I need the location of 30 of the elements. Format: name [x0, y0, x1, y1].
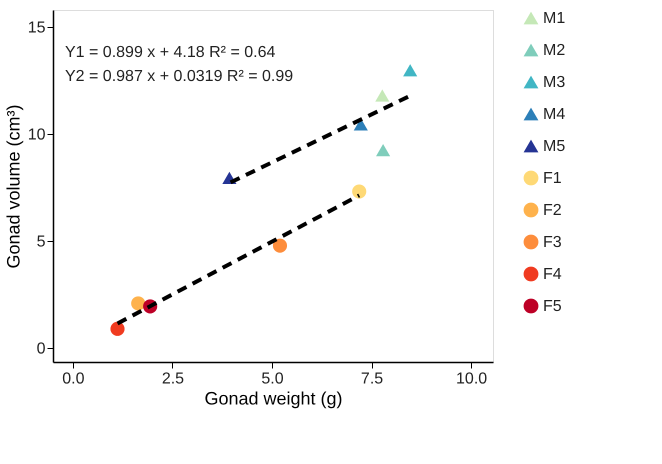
legend-label: M5	[543, 138, 566, 155]
x-tick-label: 0.0	[62, 370, 85, 388]
legend-label: F2	[543, 202, 562, 219]
legend-label: F4	[543, 266, 562, 283]
point	[375, 89, 390, 102]
legend-label: F3	[543, 234, 562, 251]
point	[131, 296, 146, 310]
legend-label: M1	[543, 10, 566, 27]
annotation: Y1 = 0.899 x + 4.18 R² = 0.64	[65, 44, 276, 61]
annotation: Y2 = 0.987 x + 0.0319 R² = 0.99	[65, 68, 294, 85]
point	[272, 238, 288, 253]
legend-label: F1	[543, 170, 562, 187]
x-tick-label: 7.5	[360, 370, 384, 388]
y-tick-label: 5	[36, 233, 46, 250]
x-tick-label: 2.5	[162, 370, 184, 388]
point	[403, 64, 418, 76]
legend-label: F5	[543, 298, 562, 315]
x-axis-title: Gonad weight (g)	[204, 388, 343, 408]
point	[376, 144, 390, 156]
legend-label: M3	[543, 74, 566, 91]
y-tick-label: 10	[28, 126, 46, 144]
y-axis-title: Gonad volume (cm³)	[4, 104, 24, 269]
legend-label: M2	[543, 42, 566, 59]
y-tick-label: 15	[28, 20, 46, 37]
point	[110, 322, 125, 336]
legend-label: M4	[543, 106, 566, 123]
x-tick-label: 5.0	[261, 370, 284, 388]
x-tick-label: 10.0	[456, 370, 488, 388]
point	[352, 184, 366, 199]
y-tick-label: 0	[36, 340, 46, 358]
